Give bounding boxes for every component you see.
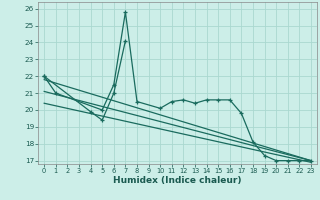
- X-axis label: Humidex (Indice chaleur): Humidex (Indice chaleur): [113, 176, 242, 185]
